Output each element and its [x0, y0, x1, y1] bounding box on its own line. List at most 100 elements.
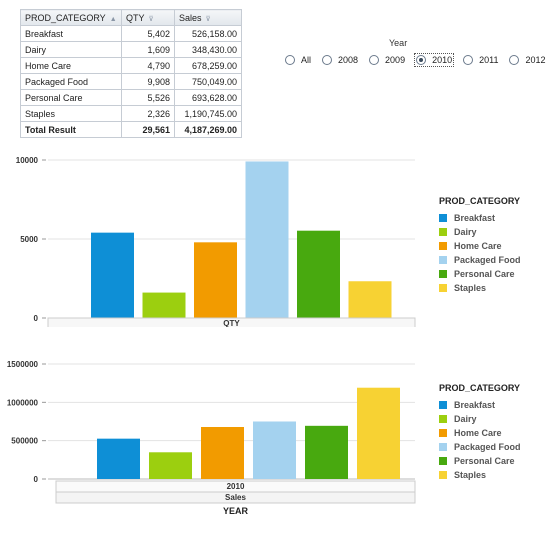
legend-swatch — [439, 256, 447, 264]
y-tick-label: 0 — [34, 314, 39, 323]
legend-label: Packaged Food — [454, 442, 521, 452]
x-axis-label-box — [55, 491, 416, 504]
legend-swatch — [439, 457, 447, 465]
table-row: Staples 2,326 1,190,745.00 — [20, 105, 242, 122]
legend-label: Dairy — [454, 227, 477, 237]
legend-title: PROD_CATEGORY — [439, 383, 521, 393]
cell-category: Packaged Food — [20, 73, 122, 90]
cell-total-label: Total Result — [20, 121, 122, 138]
y-tick-label: 0 — [34, 475, 39, 484]
legend-item[interactable]: Home Care — [439, 426, 521, 440]
legend-item[interactable]: Dairy — [439, 225, 521, 239]
cell-qty: 9,908 — [121, 73, 175, 90]
legend-swatch — [439, 214, 447, 222]
cell-sales: 526,158.00 — [174, 25, 242, 42]
x-axis-label-box — [47, 317, 416, 327]
col-header-label: Sales — [179, 12, 202, 23]
table-row: Packaged Food 9,908 750,049.00 — [20, 73, 242, 90]
legend-label: Packaged Food — [454, 255, 521, 265]
year-radio-group: All 2008 2009 2010 2011 2012 — [285, 53, 550, 67]
x-axis-title: YEAR — [223, 506, 249, 516]
cell-category: Dairy — [20, 41, 122, 58]
cell-sales: 678,259.00 — [174, 57, 242, 74]
radio-label: 2010 — [432, 55, 453, 65]
col-header-sales[interactable]: Sales ⊽ — [174, 9, 242, 26]
legend-label: Staples — [454, 470, 487, 480]
x-axis-label: QTY — [223, 319, 240, 327]
y-tick-label: 1500000 — [7, 360, 39, 369]
bar-home-care[interactable] — [194, 242, 237, 318]
bar-staples[interactable] — [348, 281, 392, 318]
sort-icon[interactable]: ⊽ — [205, 15, 211, 23]
radio-circle-icon[interactable] — [509, 55, 520, 65]
radio-label: 2009 — [385, 55, 406, 65]
table-row: Dairy 1,609 348,430.00 — [20, 41, 242, 58]
y-tick-label: 500000 — [11, 437, 38, 446]
legend-item[interactable]: Personal Care — [439, 267, 521, 281]
total-row: Total Result 29,561 4,187,269.00 — [20, 121, 242, 138]
radio-label: 2011 — [479, 55, 499, 65]
cell-qty: 4,790 — [121, 57, 175, 74]
cell-qty: 5,402 — [121, 25, 175, 42]
legend-label: Personal Care — [454, 456, 515, 466]
sort-asc-icon[interactable]: ▲ — [109, 15, 117, 23]
bar-breakfast[interactable] — [91, 232, 134, 318]
legend-item[interactable]: Breakfast — [439, 211, 521, 225]
radio-circle-icon[interactable] — [322, 55, 333, 65]
table-row: Breakfast 5,402 526,158.00 — [20, 25, 242, 42]
cell-category: Staples — [20, 105, 122, 122]
bar-dairy[interactable] — [142, 292, 186, 318]
radio-circle-icon[interactable] — [285, 55, 295, 65]
year-radio-2011[interactable]: 2011 — [463, 55, 498, 65]
x-group-label: 2010 — [227, 482, 245, 491]
year-radio-2008[interactable]: 2008 — [322, 55, 358, 65]
table-header-row: PROD_CATEGORY ▲ QTY ⊽ Sales ⊽ — [20, 9, 242, 26]
col-header-prod-category[interactable]: PROD_CATEGORY ▲ — [20, 9, 122, 26]
table-row: Home Care 4,790 678,259.00 — [20, 57, 242, 74]
bar-dairy[interactable] — [149, 452, 192, 479]
bar-personal-care[interactable] — [305, 425, 348, 479]
bar-packaged-food[interactable] — [245, 161, 289, 318]
cell-category: Breakfast — [20, 25, 122, 42]
legend-swatch — [439, 443, 447, 451]
legend-label: Staples — [454, 283, 487, 293]
cell-category: Personal Care — [20, 89, 122, 106]
legend-item[interactable]: Personal Care — [439, 454, 521, 468]
legend-label: Home Care — [454, 428, 502, 438]
year-radio-all[interactable]: All — [285, 55, 311, 65]
cell-category: Home Care — [20, 57, 122, 74]
x-axis-label: Sales — [225, 493, 246, 502]
legend-item[interactable]: Staples — [439, 468, 521, 482]
bar-home-care[interactable] — [201, 427, 244, 479]
cell-sales: 348,430.00 — [174, 41, 242, 58]
year-radio-2012[interactable]: 2012 — [509, 55, 546, 65]
legend-item[interactable]: Staples — [439, 281, 521, 295]
legend-item[interactable]: Packaged Food — [439, 440, 521, 454]
year-radio-2009[interactable]: 2009 — [369, 55, 405, 65]
radio-circle-icon[interactable] — [369, 55, 380, 65]
legend-item[interactable]: Dairy — [439, 412, 521, 426]
radio-circle-icon[interactable] — [463, 55, 474, 65]
col-header-label: PROD_CATEGORY — [25, 12, 106, 23]
year-radio-2010[interactable]: 2010 — [414, 53, 455, 67]
radio-label: All — [301, 55, 312, 65]
radio-label: 2012 — [525, 55, 546, 65]
bar-packaged-food[interactable] — [253, 421, 296, 479]
legend-title: PROD_CATEGORY — [439, 196, 521, 206]
sales-bar-chart: 0 500000 1000000 1500000 2010 Sales YEAR — [7, 360, 416, 516]
legend-item[interactable]: Packaged Food — [439, 253, 521, 267]
cell-total-sales: 4,187,269.00 — [174, 121, 242, 138]
legend-item[interactable]: Breakfast — [439, 398, 521, 412]
legend-swatch — [439, 401, 447, 409]
bar-breakfast[interactable] — [97, 438, 140, 479]
legend-label: Personal Care — [454, 269, 515, 279]
sort-icon[interactable]: ⊽ — [148, 15, 154, 23]
col-header-qty[interactable]: QTY ⊽ — [121, 9, 175, 26]
cell-sales: 1,190,745.00 — [174, 105, 242, 122]
bar-staples[interactable] — [357, 387, 400, 479]
legend-item[interactable]: Home Care — [439, 239, 521, 253]
legend-label: Home Care — [454, 241, 502, 251]
radio-circle-icon[interactable] — [416, 55, 427, 65]
y-tick-label: 5000 — [20, 235, 38, 244]
bar-personal-care[interactable] — [297, 230, 340, 318]
